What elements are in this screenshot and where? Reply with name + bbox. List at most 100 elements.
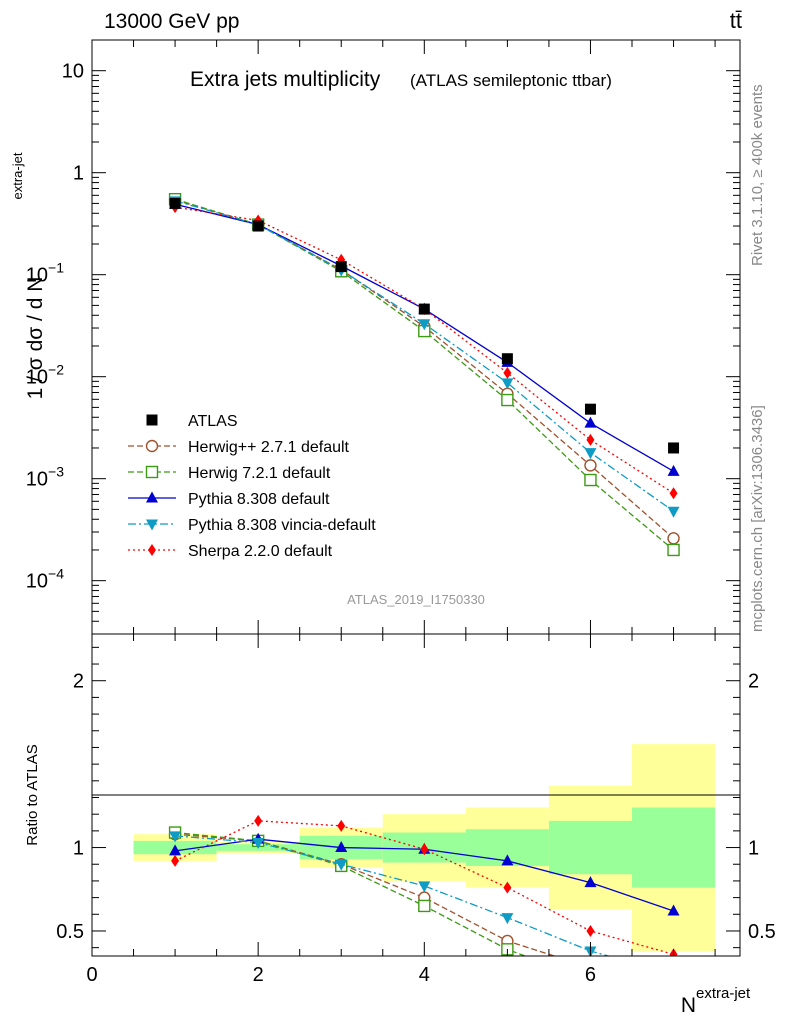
series-point-vincia <box>584 448 597 460</box>
atlas-data-point <box>501 353 513 365</box>
y-tick-label: 10 <box>62 61 84 83</box>
x-tick-label: 4 <box>419 964 430 986</box>
uncertainty-bands <box>133 744 716 951</box>
ratio-point-vincia <box>335 859 348 871</box>
rivet-caption-group: Rivet 3.1.10, ≥ 400k events <box>749 84 766 266</box>
series-point-herwig7 <box>667 543 680 557</box>
x-tick-label: 2 <box>253 964 264 986</box>
y-tick-label: 10−2 <box>26 362 64 389</box>
series-point-sherpa <box>503 366 512 379</box>
atlas-data-point <box>335 261 347 273</box>
ratio-point-herwig7 <box>418 899 431 913</box>
series-line-herwigpp <box>174 199 674 539</box>
series-point-vincia <box>501 378 514 390</box>
series-line-pythia <box>174 203 674 472</box>
series-point-pythia <box>667 464 680 476</box>
series-point-sherpa <box>669 487 678 500</box>
main-title: Extra jets multiplicity <box>190 68 381 91</box>
ratio-point-sherpa <box>337 819 346 832</box>
ratio-point-pythia <box>584 876 597 888</box>
atlas-data-points <box>169 197 680 454</box>
energy-label: 13000 GeV pp <box>104 10 239 33</box>
atlas-data-point <box>252 220 264 232</box>
series-point-herwig7 <box>584 473 597 487</box>
y-tick-base: 10 <box>26 367 48 389</box>
atlas-data-point <box>169 197 181 209</box>
ratio-y-tick-label: 2 <box>73 671 84 693</box>
main-y-axis-sup: extra-jet <box>10 152 25 199</box>
y-tick-exponent: −1 <box>48 260 64 276</box>
ratio-point-vincia <box>501 913 514 925</box>
ratio-y-tick-label: 0.5 <box>56 921 84 943</box>
series-point-pythia <box>584 416 597 428</box>
x-tick-label: 6 <box>585 964 596 986</box>
process-label: tt̄ <box>730 8 742 33</box>
y-tick-exponent: −3 <box>48 464 64 480</box>
x-tick-label: 0 <box>86 964 97 986</box>
ratio-axis-ticks: 0.5 0.5 1 1 2 2 0 2 4 6 <box>56 634 776 986</box>
legend-marker-sherpa <box>148 544 156 556</box>
y-tick-label: 10−1 <box>26 260 64 287</box>
series-point-vincia <box>418 319 431 331</box>
uncertainty-band-inner <box>548 820 632 875</box>
analysis-watermark: ATLAS_2019_I1750330 <box>347 592 485 607</box>
legend-label-pythia: Pythia 8.308 default <box>188 491 330 508</box>
ratio-point-pythia <box>169 844 182 856</box>
legend-marker-herwig7 <box>145 465 159 479</box>
x-axis-label: N <box>681 994 696 1017</box>
ratio-point-sherpa <box>420 843 429 856</box>
legend-marker-atlas <box>146 414 158 426</box>
mcplots-caption-group: mcplots.cern.ch [arXiv:1306.3436] <box>749 405 766 632</box>
y-tick-base: 10 <box>26 265 48 287</box>
y-tick-exponent: −2 <box>48 362 64 378</box>
ratio-plot-panel: 0.5 0.5 1 1 2 2 0 2 4 6 Ratio to ATLAS N extra-je… <box>24 633 776 1017</box>
legend-label-sherpa: Sherpa 2.2.0 default <box>188 543 333 560</box>
atlas-data-point <box>668 442 680 454</box>
atlas-data-point <box>418 303 430 315</box>
ratio-point-sherpa <box>254 814 263 827</box>
ratio-point-vincia <box>169 831 182 843</box>
ratio-point-pythia <box>335 841 348 853</box>
ratio-plot-frame <box>91 633 741 957</box>
ratio-point-pythia <box>501 854 514 866</box>
legend-marker-vincia <box>146 519 158 531</box>
ratio-y-axis-title: Ratio to ATLAS <box>24 744 41 845</box>
legend-label-atlas: ATLAS <box>188 413 238 430</box>
y-tick-exponent: −4 <box>48 566 64 582</box>
series-point-sherpa <box>586 433 595 446</box>
legend: ATLAS Herwig++ 2.7.1 default Herwig 7.2.1 … <box>128 413 376 560</box>
ratio-point-sherpa <box>503 881 512 894</box>
rivet-caption: Rivet 3.1.10, ≥ 400k events <box>749 84 766 266</box>
series-point-vincia <box>667 506 680 518</box>
y-tick-label: 10−4 <box>26 566 64 593</box>
main-y-axis-title: 1 / σ dσ / d N <box>24 277 47 400</box>
ratio-point-sherpa <box>586 924 595 937</box>
x-axis-superscript: extra-jet <box>696 985 751 1002</box>
ratio-y-tick-label-right: 0.5 <box>748 921 776 943</box>
ratio-y-axis-label: Ratio to ATLAS <box>24 744 41 845</box>
uncertainty-band-inner <box>632 807 716 888</box>
legend-label-herwig7: Herwig 7.2.1 default <box>188 465 331 482</box>
ratio-point-vincia <box>252 838 265 850</box>
atlas-data-point <box>584 403 596 415</box>
ratio-y-tick-label-right: 1 <box>748 838 759 860</box>
y-tick-base: 10 <box>26 469 48 491</box>
series-point-herwigpp <box>667 532 680 545</box>
ratio-y-tick-label-right: 2 <box>748 671 759 693</box>
legend-marker-herwigpp <box>145 439 159 453</box>
legend-marker-pythia <box>146 491 158 503</box>
ratio-point-pythia <box>667 904 680 916</box>
mcplots-caption: mcplots.cern.ch [arXiv:1306.3436] <box>749 405 766 632</box>
main-subtitle: (ATLAS semileptonic ttbar) <box>410 71 612 90</box>
main-y-axis-superscript: extra-jet <box>10 152 25 199</box>
series-point-herwigpp <box>584 459 597 472</box>
y-tick-label: 10−3 <box>26 464 64 491</box>
ratio-y-tick-label: 1 <box>73 838 84 860</box>
ratio-point-vincia <box>418 881 431 893</box>
main-y-axis-label: 1 / σ dσ / d N <box>24 277 47 400</box>
x-axis-title: N <box>681 994 696 1017</box>
y-tick-label: 1 <box>73 163 84 185</box>
